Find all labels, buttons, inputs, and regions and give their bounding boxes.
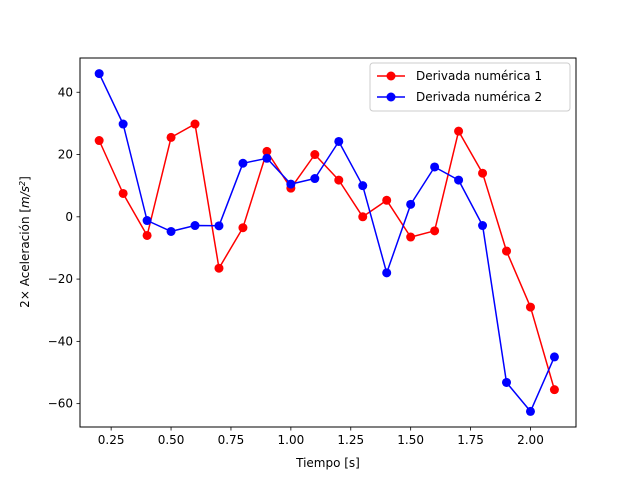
y-tick-label: 0 <box>65 210 73 224</box>
series-1-point <box>406 232 416 242</box>
series-1-point <box>382 195 392 205</box>
series-1-point <box>94 136 104 146</box>
plot-area-frame <box>79 57 577 428</box>
series-2-point <box>430 162 440 172</box>
y-axis-label-exponent: 2 <box>18 181 27 186</box>
series-2-point <box>454 175 464 185</box>
series-1-point <box>142 230 152 240</box>
y-tick-label: 40 <box>58 85 73 99</box>
x-tick-label: 0.25 <box>98 433 125 447</box>
series-2-point <box>262 153 272 163</box>
series-1 <box>94 119 559 395</box>
x-tick-label: 0.75 <box>218 433 245 447</box>
series-2-point <box>142 216 152 226</box>
series-2-point <box>238 158 248 168</box>
y-tick-label: −40 <box>48 334 73 348</box>
series-1-point <box>549 385 559 395</box>
series-1-point <box>238 223 248 233</box>
series-2-point <box>358 181 368 191</box>
series-1-point <box>502 246 512 256</box>
y-tick-label: −20 <box>48 272 73 286</box>
series-1-point <box>166 132 176 142</box>
y-axis-label: 2× Aceleración [m/s2] <box>18 176 33 308</box>
series-layer <box>94 69 559 416</box>
series-2-point <box>406 199 416 209</box>
series-2-point <box>525 406 535 416</box>
series-2-point <box>549 352 559 362</box>
y-tick-label: −60 <box>48 397 73 411</box>
x-tick-label: 1.25 <box>337 433 364 447</box>
series-2-point <box>502 377 512 387</box>
x-tick-label: 1.50 <box>397 433 424 447</box>
x-tick-label: 2.00 <box>517 433 544 447</box>
series-2-point <box>94 69 104 79</box>
legend-marker-series-2 <box>386 92 396 102</box>
series-1-point <box>478 168 488 178</box>
series-2-point <box>166 226 176 236</box>
y-axis-label-suffix: ] <box>18 176 32 181</box>
series-2-point <box>310 174 320 184</box>
y-tick-label: 20 <box>58 148 73 162</box>
legend: Derivada numérica 1 Derivada numérica 2 <box>369 62 571 112</box>
series-2-point <box>190 221 200 231</box>
axis-ticks: 0.25 0.50 0.75 1.00 1.25 1.50 1.75 2.00 −60 −40 −2… <box>48 85 544 447</box>
series-1-point <box>262 146 272 156</box>
y-axis-label-prefix: 2× Aceleración [ <box>18 208 32 308</box>
legend-box <box>369 62 571 112</box>
y-axis-label-unit: m/s <box>18 186 32 208</box>
series-2-point <box>286 179 296 189</box>
series-1-point <box>118 188 128 198</box>
legend-marker-series-1 <box>386 71 396 81</box>
x-tick-label: 1.00 <box>278 433 305 447</box>
series-2-point <box>382 268 392 278</box>
x-tick-label: 0.50 <box>158 433 185 447</box>
series-2-point <box>334 136 344 146</box>
legend-label-series-1: Derivada numérica 1 <box>416 69 542 83</box>
series-2-point <box>118 119 128 129</box>
series-2-line <box>98 73 556 413</box>
series-2-point <box>478 221 488 231</box>
series-1-point <box>310 150 320 160</box>
series-2 <box>94 69 559 416</box>
series-1-line <box>98 123 556 390</box>
x-tick-label: 1.75 <box>457 433 484 447</box>
series-1-point <box>430 226 440 236</box>
series-1-point <box>190 119 200 129</box>
series-2-point <box>214 221 224 231</box>
series-1-point <box>214 263 224 273</box>
series-1-point <box>454 126 464 136</box>
x-axis-label: Tiempo [s] <box>295 456 360 470</box>
series-1-point <box>525 302 535 312</box>
series-1-point <box>334 175 344 185</box>
legend-label-series-2: Derivada numérica 2 <box>416 90 542 104</box>
series-1-point <box>358 212 368 222</box>
